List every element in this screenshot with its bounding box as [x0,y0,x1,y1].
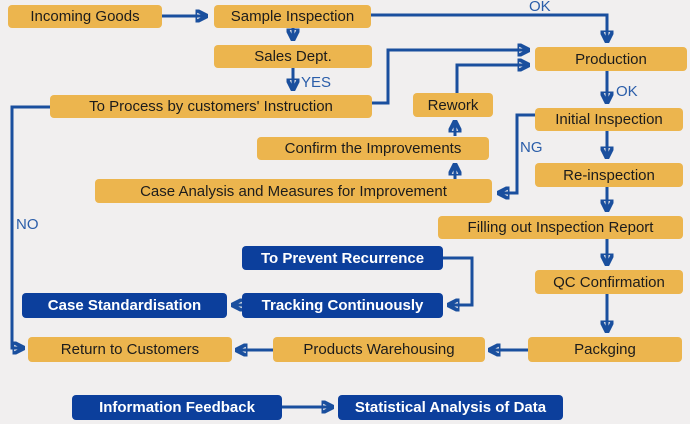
edge-prevent-to-tracking [443,256,474,305]
node-rework: Rework [413,93,493,117]
node-packging: Packging [528,337,682,362]
node-products-warehousing: Products Warehousing [273,337,485,362]
label-ok-top: OK [529,0,551,15]
node-case-standardisation: Case Standardisation [22,293,227,318]
node-to-process: To Process by customers' Instruction [50,95,372,118]
node-case-analysis: Case Analysis and Measures for Improveme… [95,179,492,203]
edge-process-to-production [372,50,528,105]
node-information-feedback: Information Feedback [72,395,282,420]
label-ok-right: OK [616,83,638,100]
node-sample-inspection: Sample Inspection [214,5,371,28]
edge-initial-to-case-analysis-ng [499,113,535,193]
node-reinspection: Re-inspection [535,163,683,187]
node-production: Production [535,47,687,71]
node-to-prevent-recurrence: To Prevent Recurrence [242,246,443,270]
edge-sample-to-production-ok [371,13,607,41]
node-tracking-continuously: Tracking Continuously [242,293,443,318]
node-confirm-improvements: Confirm the Improvements [257,137,489,160]
node-filling-report: Filling out Inspection Report [438,216,683,239]
node-sales-dept: Sales Dept. [214,45,372,68]
label-no: NO [16,216,39,233]
label-ng: NG [520,139,543,156]
label-yes: YES [301,74,332,91]
edge-rework-to-production [455,65,528,93]
node-return-to-customers: Return to Customers [28,337,232,362]
node-initial-inspection: Initial Inspection [535,108,683,131]
node-incoming-goods: Incoming Goods [8,5,162,28]
edge-process-to-return-no [10,105,50,348]
node-statistical-analysis: Statistical Analysis of Data [338,395,563,420]
node-qc-confirmation: QC Confirmation [535,270,683,294]
